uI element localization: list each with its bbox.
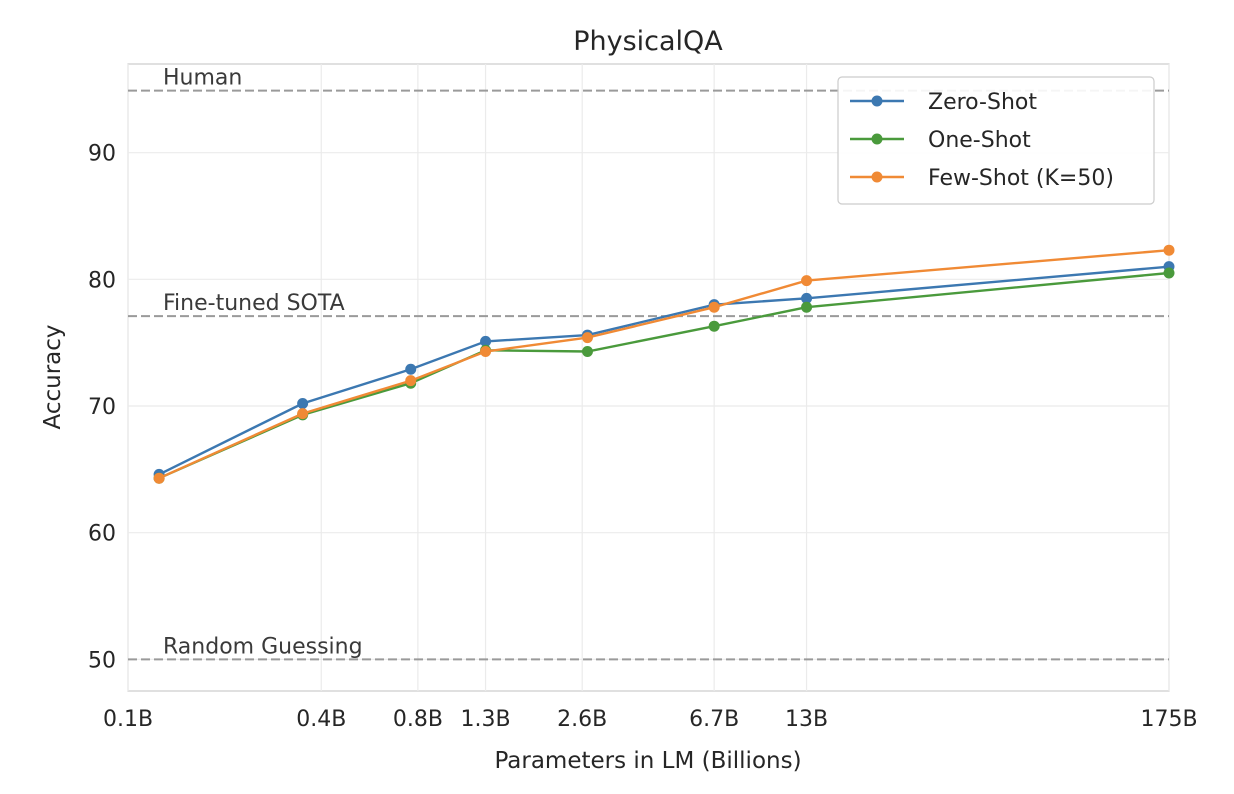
reference-line-label: Fine-tuned SOTA [163, 291, 345, 316]
chart-title: PhysicalQA [573, 26, 723, 57]
series-point [297, 408, 309, 420]
series-point [405, 363, 417, 375]
y-tick-label: 60 [88, 522, 116, 547]
series-point [480, 335, 492, 347]
series-line [158, 249, 1170, 480]
legend-label: Zero-Shot [928, 90, 1037, 115]
tick-labels: 50 60 70 80 90 0.1B 0.4B 0.8B 1.3B 2.6B 6.7B 13B 175… [88, 142, 1198, 732]
y-tick-label: 90 [88, 142, 116, 167]
series-point [801, 292, 813, 304]
series-line [158, 271, 1170, 480]
reference-line-label: Human [163, 66, 242, 91]
series-point [153, 472, 165, 484]
series-layer [153, 244, 1175, 484]
x-tick-label: 0.1B [103, 707, 153, 732]
x-tick-label: 2.6B [557, 707, 607, 732]
legend-label: Few-Shot (K=50) [928, 166, 1114, 191]
x-tick-label: 6.7B [689, 707, 739, 732]
x-tick-label: 0.4B [296, 707, 346, 732]
y-tick-label: 70 [88, 395, 116, 420]
x-tick-label: 13B [785, 707, 828, 732]
series-point [480, 346, 492, 358]
legend-swatch-marker [871, 95, 883, 107]
x-tick-label: 175B [1140, 707, 1197, 732]
legend: Zero-Shot One-Shot Few-Shot (K=50) [837, 76, 1155, 205]
series-point [801, 301, 813, 313]
y-tick-label: 50 [88, 648, 116, 673]
series-point [708, 320, 720, 332]
legend-label: One-Shot [928, 128, 1031, 153]
series-point [1163, 267, 1175, 279]
reference-line-label: Random Guessing [163, 634, 363, 659]
series-line [158, 265, 1170, 476]
legend-swatch-marker [871, 133, 883, 145]
legend-box [837, 76, 1155, 205]
series-point [581, 346, 593, 358]
series-point [405, 375, 417, 387]
y-axis-label: Accuracy [40, 324, 66, 429]
series-point [708, 301, 720, 313]
x-tick-label: 1.3B [461, 707, 511, 732]
series-point [1163, 244, 1175, 256]
series-point [581, 332, 593, 344]
x-axis-label: Parameters in LM (Billions) [494, 748, 801, 774]
y-tick-label: 80 [88, 268, 116, 293]
legend-swatch-marker [871, 171, 883, 183]
reference-lines: Human Fine-tuned SOTA Random Guessing [128, 66, 1169, 661]
series-point [801, 275, 813, 287]
series-point [297, 397, 309, 409]
x-tick-label: 0.8B [393, 707, 443, 732]
